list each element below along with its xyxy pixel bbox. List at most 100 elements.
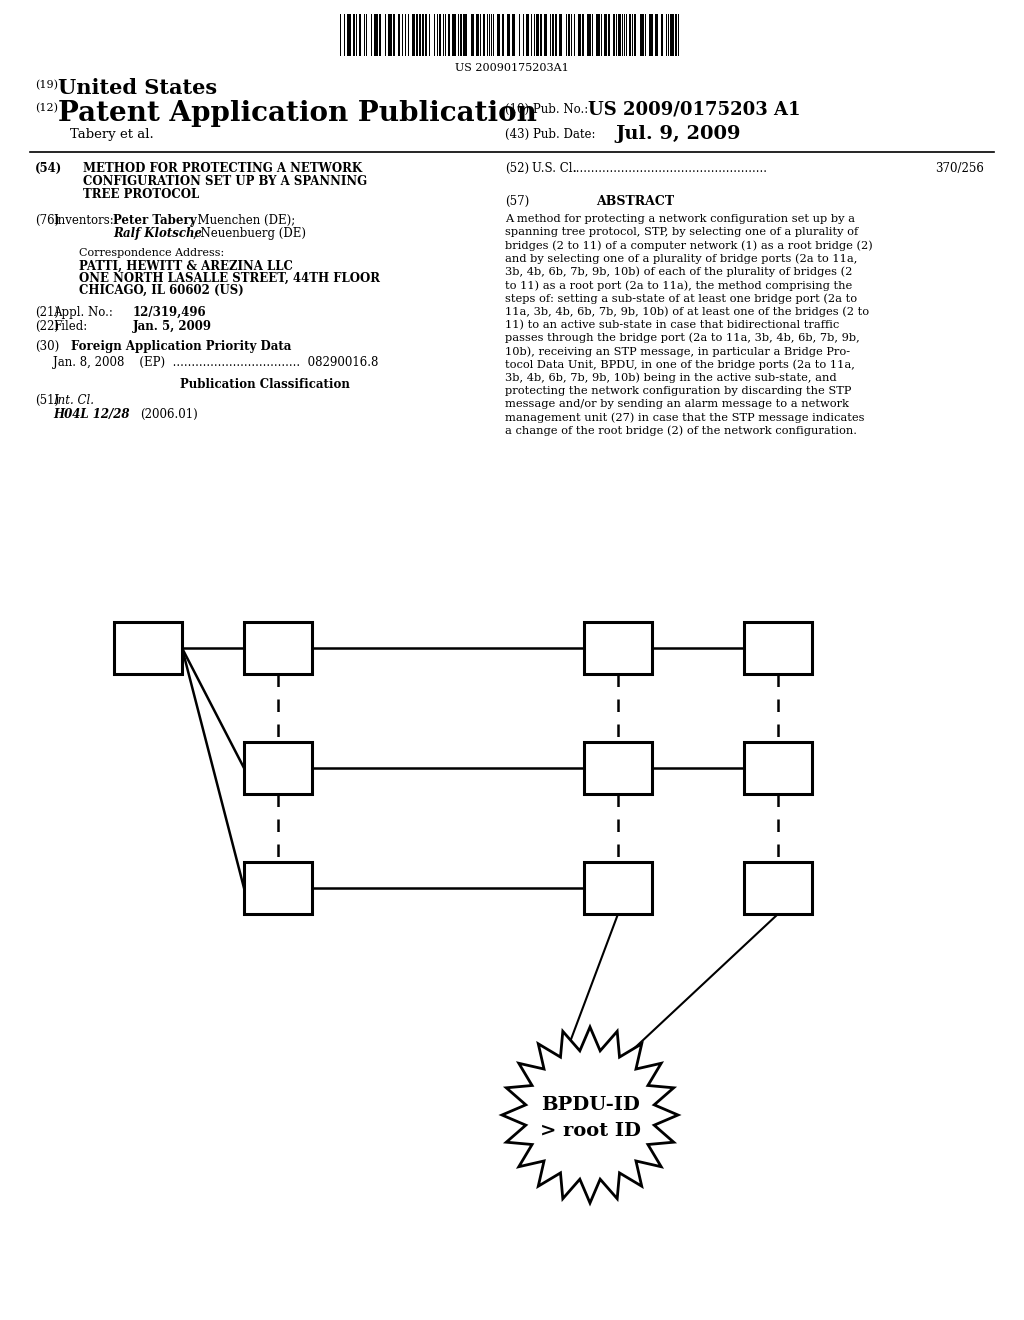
Text: Inventors:: Inventors:: [53, 214, 114, 227]
Text: 11) to an active sub-state in case that bidirectional traffic: 11) to an active sub-state in case that …: [505, 319, 840, 330]
Bar: [512, 15, 515, 55]
Text: ....................................................: ........................................…: [573, 162, 768, 176]
Bar: [655, 15, 658, 55]
Bar: [552, 15, 554, 55]
Text: (43) Pub. Date:: (43) Pub. Date:: [505, 128, 596, 141]
Text: 370/256: 370/256: [935, 162, 984, 176]
Bar: [244, 862, 312, 913]
Bar: [353, 15, 355, 55]
Text: 10b), receiving an STP message, in particular a Bridge Pro-: 10b), receiving an STP message, in parti…: [505, 346, 850, 356]
Bar: [675, 15, 677, 55]
Text: 3b, 4b, 6b, 7b, 9b, 10b) of each of the plurality of bridges (2: 3b, 4b, 6b, 7b, 9b, 10b) of each of the …: [505, 267, 852, 277]
Bar: [526, 15, 529, 55]
Bar: [584, 622, 652, 675]
Text: US 20090175203A1: US 20090175203A1: [455, 63, 569, 73]
Bar: [476, 15, 479, 55]
Text: (51): (51): [35, 393, 59, 407]
Text: , Neuenbuerg (DE): , Neuenbuerg (DE): [193, 227, 306, 240]
Text: > root ID: > root ID: [540, 1122, 640, 1140]
Bar: [393, 15, 395, 55]
Text: (52): (52): [505, 162, 529, 176]
Text: Foreign Application Priority Data: Foreign Application Priority Data: [71, 341, 292, 352]
Text: (30): (30): [35, 341, 59, 352]
Text: steps of: setting a sub-state of at least one bridge port (2a to: steps of: setting a sub-state of at leas…: [505, 293, 857, 304]
Text: ABSTRACT: ABSTRACT: [596, 195, 674, 209]
Text: H04L 12/28: H04L 12/28: [53, 408, 129, 421]
Text: BPDU-ID: BPDU-ID: [541, 1096, 639, 1114]
Text: Int. Cl.: Int. Cl.: [53, 393, 94, 407]
Text: CONFIGURATION SET UP BY A SPANNING: CONFIGURATION SET UP BY A SPANNING: [83, 176, 368, 187]
Text: bridges (2 to 11) of a computer network (1) as a root bridge (2): bridges (2 to 11) of a computer network …: [505, 240, 872, 251]
Polygon shape: [502, 1027, 678, 1203]
Text: tocol Data Unit, BPDU, in one of the bridge ports (2a to 11a,: tocol Data Unit, BPDU, in one of the bri…: [505, 359, 855, 370]
Bar: [536, 15, 539, 55]
Text: U.S. Cl.: U.S. Cl.: [532, 162, 577, 176]
Bar: [744, 622, 812, 675]
Text: , Muenchen (DE);: , Muenchen (DE);: [190, 214, 295, 227]
Bar: [649, 15, 653, 55]
Text: Jan. 5, 2009: Jan. 5, 2009: [133, 319, 212, 333]
Bar: [452, 15, 456, 55]
Bar: [471, 15, 474, 55]
Text: Correspondence Address:: Correspondence Address:: [79, 248, 224, 257]
Bar: [449, 15, 450, 55]
Bar: [379, 15, 381, 55]
Text: protecting the network configuration by discarding the STP: protecting the network configuration by …: [505, 385, 851, 396]
Text: and by selecting one of a plurality of bridge ports (2a to 11a,: and by selecting one of a plurality of b…: [505, 253, 857, 264]
Bar: [463, 15, 467, 55]
Text: Patent Application Publication: Patent Application Publication: [58, 100, 537, 127]
Bar: [412, 15, 415, 55]
Text: (12): (12): [35, 103, 58, 114]
Bar: [419, 15, 421, 55]
Text: Jan. 8, 2008    (EP)  ..................................  08290016.8: Jan. 8, 2008 (EP) ......................…: [53, 356, 379, 370]
Bar: [596, 15, 600, 55]
Text: (21): (21): [35, 306, 59, 319]
Text: Ralf Klotsche: Ralf Klotsche: [113, 227, 202, 240]
Bar: [618, 15, 621, 55]
Bar: [439, 15, 441, 55]
Text: United States: United States: [58, 78, 217, 98]
Bar: [114, 622, 182, 675]
Bar: [388, 15, 392, 55]
Text: (76): (76): [35, 214, 59, 227]
Bar: [502, 15, 504, 55]
Bar: [244, 742, 312, 795]
Text: CHICAGO, IL 60602 (US): CHICAGO, IL 60602 (US): [79, 284, 244, 297]
Bar: [584, 742, 652, 795]
Text: (10) Pub. No.:: (10) Pub. No.:: [505, 103, 588, 116]
Bar: [559, 15, 562, 55]
Text: (57): (57): [505, 195, 529, 209]
Bar: [578, 15, 581, 55]
Bar: [347, 15, 351, 55]
Text: Jul. 9, 2009: Jul. 9, 2009: [615, 125, 740, 143]
Bar: [497, 15, 500, 55]
Text: TREE PROTOCOL: TREE PROTOCOL: [83, 187, 200, 201]
Bar: [555, 15, 557, 55]
Bar: [425, 15, 427, 55]
Text: 11a, 3b, 4b, 6b, 7b, 9b, 10b) of at least one of the bridges (2 to: 11a, 3b, 4b, 6b, 7b, 9b, 10b) of at leas…: [505, 306, 869, 317]
Bar: [507, 15, 510, 55]
Bar: [629, 15, 631, 55]
Text: PATTI, HEWITT & AREZINA LLC: PATTI, HEWITT & AREZINA LLC: [79, 260, 293, 273]
Text: Filed:: Filed:: [53, 319, 87, 333]
Bar: [540, 15, 542, 55]
Bar: [568, 15, 570, 55]
Text: METHOD FOR PROTECTING A NETWORK: METHOD FOR PROTECTING A NETWORK: [83, 162, 362, 176]
Text: ONE NORTH LASALLE STREET, 44TH FLOOR: ONE NORTH LASALLE STREET, 44TH FLOOR: [79, 272, 380, 285]
Text: A method for protecting a network configuration set up by a: A method for protecting a network config…: [505, 214, 855, 224]
Text: to 11) as a root port (2a to 11a), the method comprising the: to 11) as a root port (2a to 11a), the m…: [505, 280, 852, 290]
Text: Appl. No.:: Appl. No.:: [53, 306, 113, 319]
Bar: [587, 15, 591, 55]
Bar: [670, 15, 674, 55]
Bar: [422, 15, 424, 55]
Text: message and/or by sending an alarm message to a network: message and/or by sending an alarm messa…: [505, 399, 849, 409]
Bar: [544, 15, 547, 55]
Bar: [416, 15, 418, 55]
Text: management unit (27) in case that the STP message indicates: management unit (27) in case that the ST…: [505, 412, 864, 422]
Bar: [634, 15, 636, 55]
Text: (19): (19): [35, 81, 58, 90]
Text: Publication Classification: Publication Classification: [180, 378, 350, 391]
Text: Peter Tabery: Peter Tabery: [113, 214, 197, 227]
Bar: [359, 15, 361, 55]
Text: (22): (22): [35, 319, 59, 333]
